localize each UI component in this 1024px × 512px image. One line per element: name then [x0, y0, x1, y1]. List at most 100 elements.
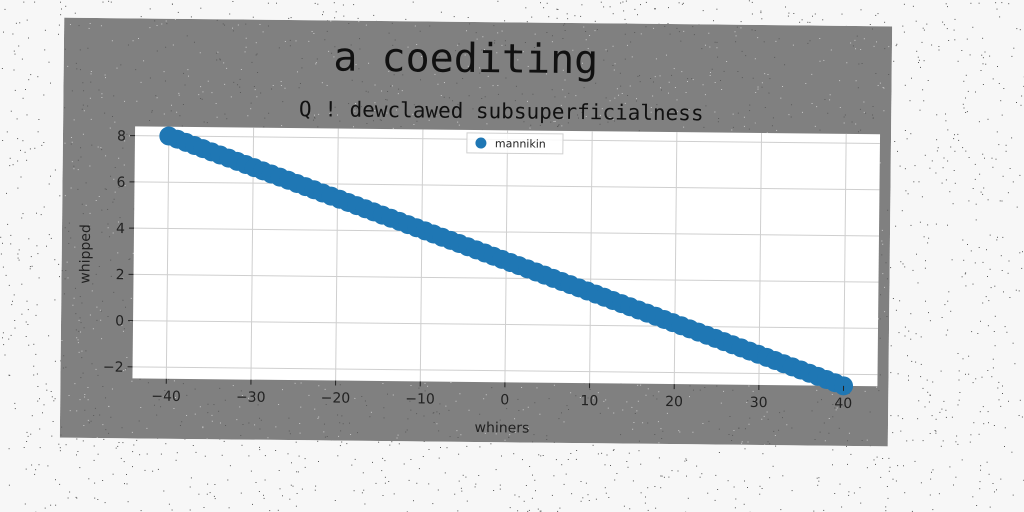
noise-dot — [323, 431, 325, 433]
noise-dot — [147, 382, 149, 384]
noise-dot — [126, 483, 128, 485]
noise-dot — [768, 92, 770, 94]
noise-dot — [25, 468, 27, 470]
noise-dot — [570, 453, 572, 454]
noise-dot — [107, 227, 109, 229]
noise-dot — [732, 113, 734, 115]
noise-dot — [888, 74, 890, 76]
noise-dot — [575, 95, 577, 97]
noise-dot — [1004, 446, 1005, 447]
noise-dot — [875, 463, 876, 465]
noise-dot — [122, 442, 124, 444]
noise-dot — [562, 69, 564, 71]
noise-dot — [660, 475, 662, 477]
noise-dot — [601, 452, 603, 454]
noise-dot — [510, 44, 512, 46]
noise-dot — [384, 476, 386, 478]
noise-dot — [199, 52, 201, 54]
noise-dot — [639, 75, 641, 77]
noise-dot — [741, 77, 743, 79]
noise-dot — [70, 187, 72, 189]
noise-dot — [333, 56, 335, 58]
noise-dot — [384, 482, 386, 484]
noise-dot — [702, 84, 704, 86]
noise-dot — [186, 394, 188, 396]
noise-dot — [968, 157, 970, 158]
noise-dot — [980, 469, 981, 471]
noise-dot — [331, 52, 333, 54]
x-tick-label: 20 — [665, 394, 683, 410]
noise-dot — [978, 433, 980, 435]
noise-dot — [74, 287, 76, 289]
noise-dot — [719, 79, 722, 81]
noise-dot — [416, 120, 418, 122]
noise-dot — [860, 49, 862, 51]
noise-dot — [105, 397, 107, 399]
noise-dot — [334, 17, 336, 19]
noise-dot — [324, 436, 326, 438]
noise-dot — [614, 63, 616, 65]
noise-dot — [716, 47, 718, 49]
noise-dot — [77, 342, 79, 344]
noise-dot — [882, 273, 884, 275]
noise-dot — [282, 101, 284, 103]
noise-dot — [131, 380, 133, 382]
noise-dot — [74, 383, 76, 385]
noise-dot — [12, 300, 13, 302]
noise-dot — [353, 490, 355, 492]
noise-dot — [998, 83, 1000, 84]
noise-dot — [1019, 174, 1021, 176]
noise-dot — [60, 434, 62, 436]
noise-dot — [30, 74, 32, 76]
noise-dot — [466, 445, 468, 447]
noise-dot — [791, 104, 793, 106]
noise-dot — [225, 424, 227, 426]
noise-dot — [749, 417, 751, 419]
noise-dot — [636, 410, 638, 412]
noise-dot — [124, 100, 126, 102]
noise-dot — [317, 440, 319, 442]
noise-dot — [109, 127, 111, 129]
noise-dot — [245, 37, 247, 39]
noise-dot — [232, 30, 234, 32]
noise-dot — [48, 183, 50, 185]
legend: mannikin — [466, 132, 564, 155]
noise-dot — [604, 487, 606, 489]
noise-dot — [781, 417, 783, 419]
noise-dot — [927, 242, 929, 244]
noise-dot — [521, 386, 523, 388]
noise-dot — [575, 395, 577, 397]
noise-dot — [704, 44, 706, 46]
noise-dot — [454, 493, 456, 495]
noise-dot — [847, 440, 849, 442]
noise-dot — [890, 345, 892, 347]
noise-dot — [818, 477, 820, 479]
noise-dot — [925, 260, 926, 262]
noise-dot — [858, 63, 860, 65]
noise-dot — [68, 230, 70, 232]
noise-dot — [18, 45, 20, 47]
noise-dot — [577, 114, 579, 116]
noise-dot — [360, 106, 362, 108]
noise-dot — [772, 117, 774, 119]
noise-dot — [605, 399, 607, 401]
noise-dot — [1008, 400, 1009, 402]
noise-dot — [732, 434, 734, 436]
noise-dot — [885, 510, 887, 512]
noise-dot — [938, 49, 940, 51]
noise-dot — [386, 393, 389, 395]
noise-dot — [334, 46, 336, 48]
noise-dot — [974, 262, 976, 264]
noise-dot — [71, 90, 73, 92]
noise-dot — [428, 483, 430, 485]
noise-dot — [386, 112, 388, 114]
noise-dot — [1002, 236, 1004, 238]
noise-dot — [787, 15, 789, 17]
noise-dot — [140, 406, 142, 409]
noise-dot — [216, 59, 218, 61]
noise-dot — [254, 89, 256, 91]
noise-dot — [848, 491, 850, 493]
noise-dot — [311, 30, 313, 32]
noise-dot — [832, 403, 834, 405]
